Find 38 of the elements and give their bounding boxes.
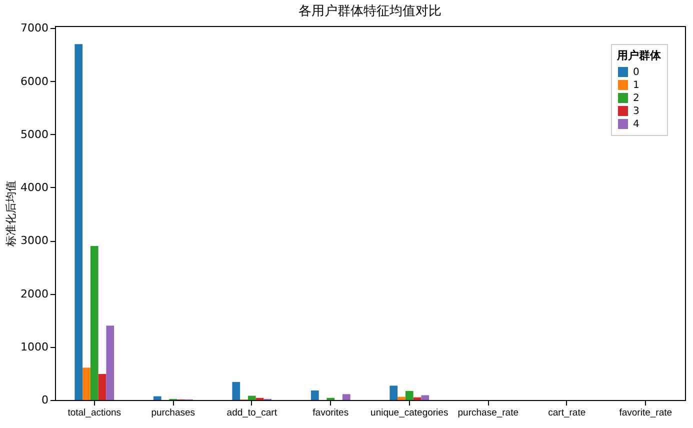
x-tick-label: favorite_rate [619,408,672,418]
legend-label: 2 [633,93,640,104]
y-tick-label: 2000 [20,287,48,300]
legend-label: 1 [633,80,640,91]
bar [106,326,114,400]
y-tick-label: 3000 [20,234,48,248]
bar [98,374,106,400]
bar [310,390,319,400]
bar [398,396,406,400]
chart-title: 各用户群体特征均值对比 [298,4,442,20]
bar [74,44,83,400]
x-tick-label: purchases [151,408,196,418]
bar [342,394,350,400]
bar [82,368,90,400]
x-tick-label: total_actions [68,408,122,418]
y-tick-label: 7000 [20,22,48,35]
legend-label: 4 [633,119,640,130]
bar [248,396,256,400]
bar [90,246,98,400]
x-tick-label: purchase_rate [458,408,518,418]
bar [232,382,240,400]
x-tick-label: cart_rate [548,408,586,418]
x-tick-label: favorites [312,408,349,418]
x-tick-label: unique_categories [370,408,448,418]
y-tick-label: 5000 [20,128,48,141]
bar [390,386,398,400]
bar [421,395,430,400]
y-tick-label: 6000 [20,74,48,88]
y-tick-label: 1000 [20,340,48,354]
bar [153,396,162,400]
bar [405,390,414,400]
x-tick-label: add_to_cart [226,408,278,418]
legend-title: 用户群体 [616,49,662,62]
legend-label: 0 [633,67,640,78]
legend-label: 3 [633,106,640,117]
y-axis-title: 标准化后均值 [4,180,18,248]
y-tick-label: 4000 [20,181,48,194]
y-tick-label: 0 [42,394,48,406]
